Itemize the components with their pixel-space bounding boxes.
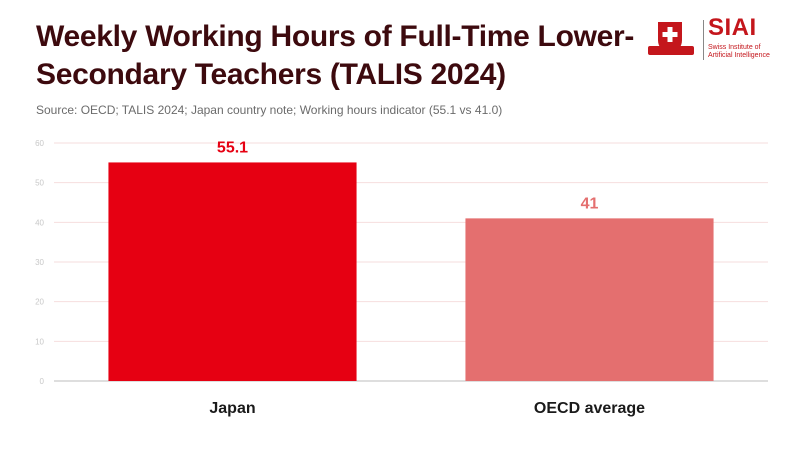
logo-divider bbox=[703, 20, 704, 60]
y-tick-label: 50 bbox=[35, 179, 44, 188]
x-tick-label: OECD average bbox=[534, 400, 645, 417]
bar bbox=[465, 218, 714, 381]
y-tick-label: 10 bbox=[35, 337, 44, 346]
y-tick-label: 30 bbox=[35, 258, 44, 267]
logo-ribbon bbox=[648, 46, 694, 55]
logo-wordmark: SIAI bbox=[708, 14, 757, 41]
bar bbox=[108, 162, 357, 381]
y-tick-label: 0 bbox=[40, 377, 45, 386]
logo-subtitle-line1: Swiss Institute of bbox=[708, 44, 761, 51]
logo-subtitle-line2: Artificial Intelligence bbox=[708, 52, 770, 59]
y-tick-label: 40 bbox=[35, 218, 44, 227]
siai-logo: SIAI Swiss Institute of Artificial Intel… bbox=[648, 14, 778, 62]
y-tick-label: 20 bbox=[35, 298, 44, 307]
chart-title: Weekly Working Hours of Full-Time Lower-… bbox=[36, 20, 635, 91]
data-label: 55.1 bbox=[217, 139, 248, 156]
logo-subtitle: Swiss Institute of Artificial Intelligen… bbox=[708, 44, 788, 60]
x-tick-label: Japan bbox=[209, 400, 255, 417]
y-tick-label: 60 bbox=[35, 139, 44, 148]
data-label: 41 bbox=[581, 195, 599, 212]
chart-source-note: Source: OECD; TALIS 2024; Japan country … bbox=[36, 103, 503, 117]
